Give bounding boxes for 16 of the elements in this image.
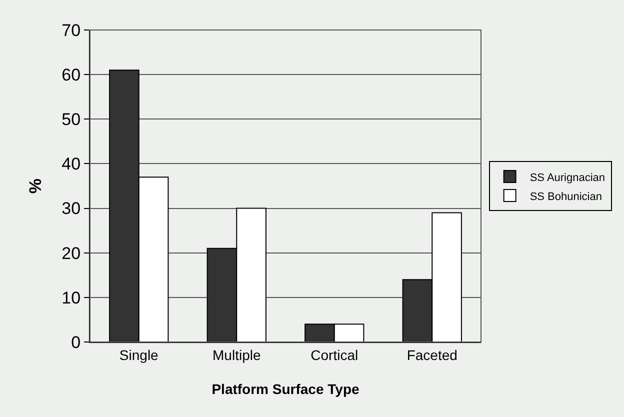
x-tick-label: Cortical [310,346,358,363]
y-tick-label: 0 [71,332,81,352]
x-axis-title: Platform Surface Type [212,381,360,397]
y-tick-label: 50 [62,110,81,130]
x-tick-label: Multiple [212,346,261,363]
y-axis-title: % [26,178,46,194]
y-tick-label: 20 [62,244,81,263]
x-tick-label: Faceted [406,346,458,363]
x-tick-label: Single [119,346,159,363]
y-tick-label: 60 [62,66,81,85]
y-tick-label: 30 [62,199,81,218]
y-tick-label: 10 [62,288,81,308]
legend-label: SS Bohunician [530,190,602,203]
legend-label: SS Aurignacian [530,172,606,184]
y-tick-label: 40 [62,154,81,174]
y-tick-label: 70 [62,20,81,40]
